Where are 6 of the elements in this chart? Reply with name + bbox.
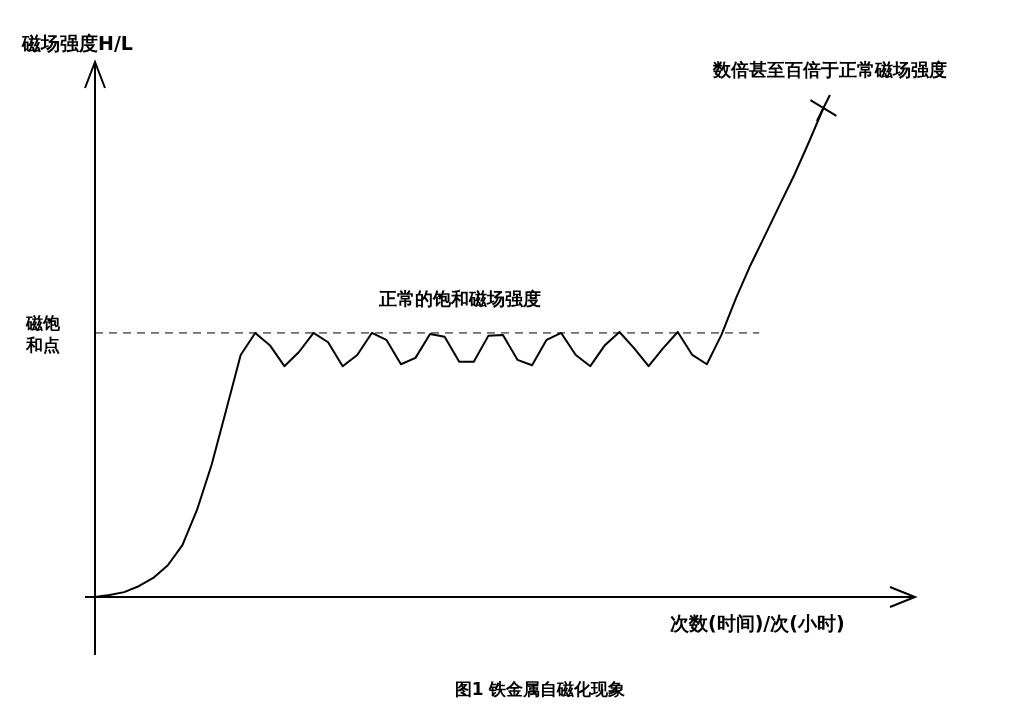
annotation: 正常的饱和磁场强度	[378, 288, 541, 309]
text: 数倍甚至百倍于正常磁场强度	[712, 59, 947, 80]
ref-line-label: 磁饱和点	[25, 312, 61, 355]
x-axis-title: 次数(时间)/次(小时)	[670, 612, 845, 634]
y-axis-title: 磁场强度H/L	[21, 32, 133, 54]
text: 图1 铁金属自磁化现象	[454, 679, 626, 699]
